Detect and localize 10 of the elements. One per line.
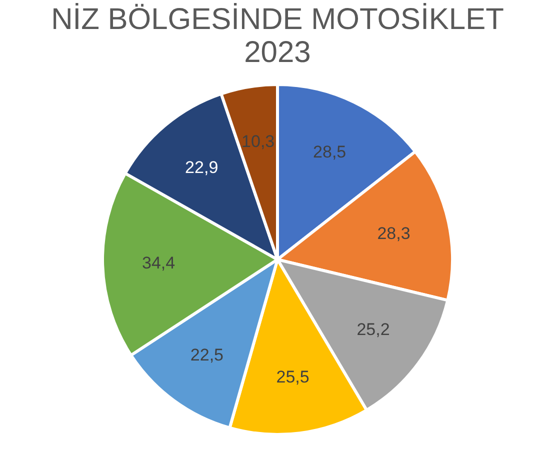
data-label: 34,4: [142, 253, 176, 272]
chart-title: NİZ BÖLGESİNDE MOTOSİKLET: [51, 2, 504, 36]
chart-subtitle: 2023: [244, 36, 311, 69]
data-label: 22,9: [185, 158, 218, 177]
data-label: 28,5: [313, 142, 346, 162]
data-label: 22,5: [190, 345, 224, 364]
data-label: 10,3: [242, 132, 275, 152]
data-label: 25,2: [356, 320, 390, 340]
data-label: 25,5: [276, 368, 310, 387]
data-label: 28,3: [377, 224, 410, 244]
